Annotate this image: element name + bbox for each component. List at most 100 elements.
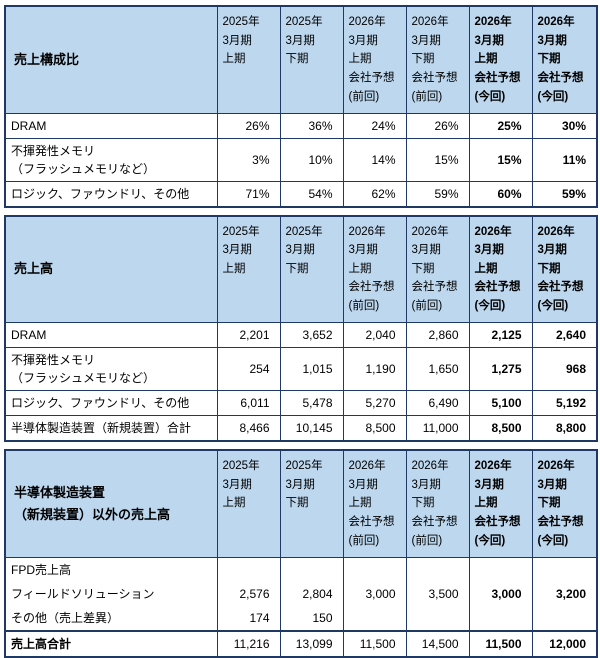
column-header: 2026年 3月期 下期 会社予想 (前回): [405, 5, 470, 114]
column-header: 2026年 3月期 上期 会社予想 (今回): [468, 5, 533, 114]
cell-value: 13,099: [279, 629, 344, 657]
column-header: 2026年 3月期 上期 会社予想 (今回): [468, 449, 533, 558]
cell-value: 3,200: [531, 581, 598, 606]
column-header: 2026年 3月期 上期 会社予想 (前回): [342, 215, 407, 323]
cell-value: 8,500: [468, 415, 533, 442]
row-label: 売上高合計: [4, 629, 218, 657]
cell-value: 3%: [216, 137, 281, 182]
cell-value: 5,100: [468, 390, 533, 416]
cell-value: 1,190: [342, 347, 407, 391]
table-row: その他（売上差異） 174 150: [4, 605, 598, 631]
other-sales-table: 半導体製造装置 （新規装置）以外の売上高 2025年 3月期 上期 2025年 …: [4, 449, 598, 658]
row-label: フィールドソリューション: [4, 581, 218, 606]
table-row: 不揮発性メモリ （フラッシュメモリなど） 254 1,015 1,190 1,6…: [4, 347, 598, 391]
cell-value: 2,640: [531, 322, 598, 348]
cell-value: 62%: [342, 180, 407, 207]
cell-value: 5,478: [279, 390, 344, 416]
cell-value: 71%: [216, 180, 281, 207]
cell-value: 5,192: [531, 390, 598, 416]
cell-value: 3,652: [279, 322, 344, 348]
report-page: 売上構成比 2025年 3月期 上期 2025年 3月期 下期 2026年 3月…: [4, 5, 598, 658]
cell-value: 174: [216, 605, 281, 631]
table-row: DRAM 2,201 3,652 2,040 2,860 2,125 2,640: [4, 322, 598, 348]
column-header: 2025年 3月期 下期: [279, 215, 344, 323]
cell-value: [468, 556, 533, 582]
cell-value: 10%: [279, 137, 344, 182]
cell-value: 2,201: [216, 322, 281, 348]
cell-value: 24%: [342, 112, 407, 139]
table-title: 売上構成比: [4, 5, 218, 114]
table-row: ロジック、ファウンドリ、その他 71% 54% 62% 59% 60% 59%: [4, 180, 598, 207]
cell-value: 30%: [531, 112, 598, 139]
cell-value: 1,275: [468, 347, 533, 391]
cell-value: 2,576: [216, 581, 281, 606]
cell-value: 11,500: [468, 629, 533, 657]
table-row-total: 半導体製造装置（新規装置）合計 8,466 10,145 8,500 11,00…: [4, 415, 598, 442]
cell-value: 11%: [531, 137, 598, 182]
cell-value: 11,000: [405, 415, 470, 442]
column-header: 2026年 3月期 下期 会社予想 (前回): [405, 215, 470, 323]
cell-value: 11,216: [216, 629, 281, 657]
table-row: フィールドソリューション 2,576 2,804 3,000 3,500 3,0…: [4, 581, 598, 606]
cell-value: 59%: [531, 180, 598, 207]
column-header: 2026年 3月期 上期 会社予想 (今回): [468, 215, 533, 323]
cell-value: 2,040: [342, 322, 407, 348]
table-row: FPD売上高: [4, 556, 598, 582]
cell-value: 54%: [279, 180, 344, 207]
cell-value: 2,125: [468, 322, 533, 348]
table-row: DRAM 26% 36% 24% 26% 25% 30%: [4, 112, 598, 139]
cell-value: [342, 556, 407, 582]
table-title: 半導体製造装置 （新規装置）以外の売上高: [4, 449, 218, 558]
cell-value: 8,500: [342, 415, 407, 442]
cell-value: [405, 605, 470, 631]
column-header: 2026年 3月期 上期 会社予想 (前回): [342, 5, 407, 114]
cell-value: 254: [216, 347, 281, 391]
table-title: 売上高: [4, 215, 218, 323]
column-header: 2026年 3月期 下期 会社予想 (前回): [405, 449, 470, 558]
cell-value: 6,490: [405, 390, 470, 416]
cell-value: [531, 556, 598, 582]
cell-value: [342, 605, 407, 631]
row-label: FPD売上高: [4, 556, 218, 582]
cell-value: 150: [279, 605, 344, 631]
column-header: 2025年 3月期 下期: [279, 449, 344, 558]
sales-table: 売上高 2025年 3月期 上期 2025年 3月期 下期 2026年 3月期 …: [4, 214, 598, 442]
row-label: 半導体製造装置（新規装置）合計: [4, 415, 218, 442]
cell-value: 1,650: [405, 347, 470, 391]
header-row: 売上高 2025年 3月期 上期 2025年 3月期 下期 2026年 3月期 …: [4, 215, 598, 323]
cell-value: [468, 605, 533, 631]
cell-value: 6,011: [216, 390, 281, 416]
table-row: 不揮発性メモリ （フラッシュメモリなど） 3% 10% 14% 15% 15% …: [4, 137, 598, 182]
cell-value: 60%: [468, 180, 533, 207]
cell-value: 968: [531, 347, 598, 391]
cell-value: [405, 556, 470, 582]
cell-value: 15%: [468, 137, 533, 182]
cell-value: 26%: [405, 112, 470, 139]
column-header: 2026年 3月期 下期 会社予想 (今回): [531, 215, 598, 323]
cell-value: 26%: [216, 112, 281, 139]
cell-value: 2,860: [405, 322, 470, 348]
header-row: 半導体製造装置 （新規装置）以外の売上高 2025年 3月期 上期 2025年 …: [4, 449, 598, 558]
column-header: 2025年 3月期 上期: [216, 215, 281, 323]
row-label: ロジック、ファウンドリ、その他: [4, 180, 218, 207]
header-row: 売上構成比 2025年 3月期 上期 2025年 3月期 下期 2026年 3月…: [4, 5, 598, 114]
table-row: ロジック、ファウンドリ、その他 6,011 5,478 5,270 6,490 …: [4, 390, 598, 416]
cell-value: 2,804: [279, 581, 344, 606]
cell-value: 3,000: [468, 581, 533, 606]
cell-value: [279, 556, 344, 582]
column-header: 2025年 3月期 上期: [216, 5, 281, 114]
cell-value: 25%: [468, 112, 533, 139]
cell-value: 36%: [279, 112, 344, 139]
cell-value: 10,145: [279, 415, 344, 442]
cell-value: 8,466: [216, 415, 281, 442]
cell-value: [216, 556, 281, 582]
cell-value: 1,015: [279, 347, 344, 391]
row-label: ロジック、ファウンドリ、その他: [4, 390, 218, 416]
cell-value: 8,800: [531, 415, 598, 442]
sales-composition-table: 売上構成比 2025年 3月期 上期 2025年 3月期 下期 2026年 3月…: [4, 5, 598, 208]
cell-value: [531, 605, 598, 631]
cell-value: 11,500: [342, 629, 407, 657]
cell-value: 14%: [342, 137, 407, 182]
cell-value: 59%: [405, 180, 470, 207]
table-row-total: 売上高合計 11,216 13,099 11,500 14,500 11,500…: [4, 629, 598, 657]
